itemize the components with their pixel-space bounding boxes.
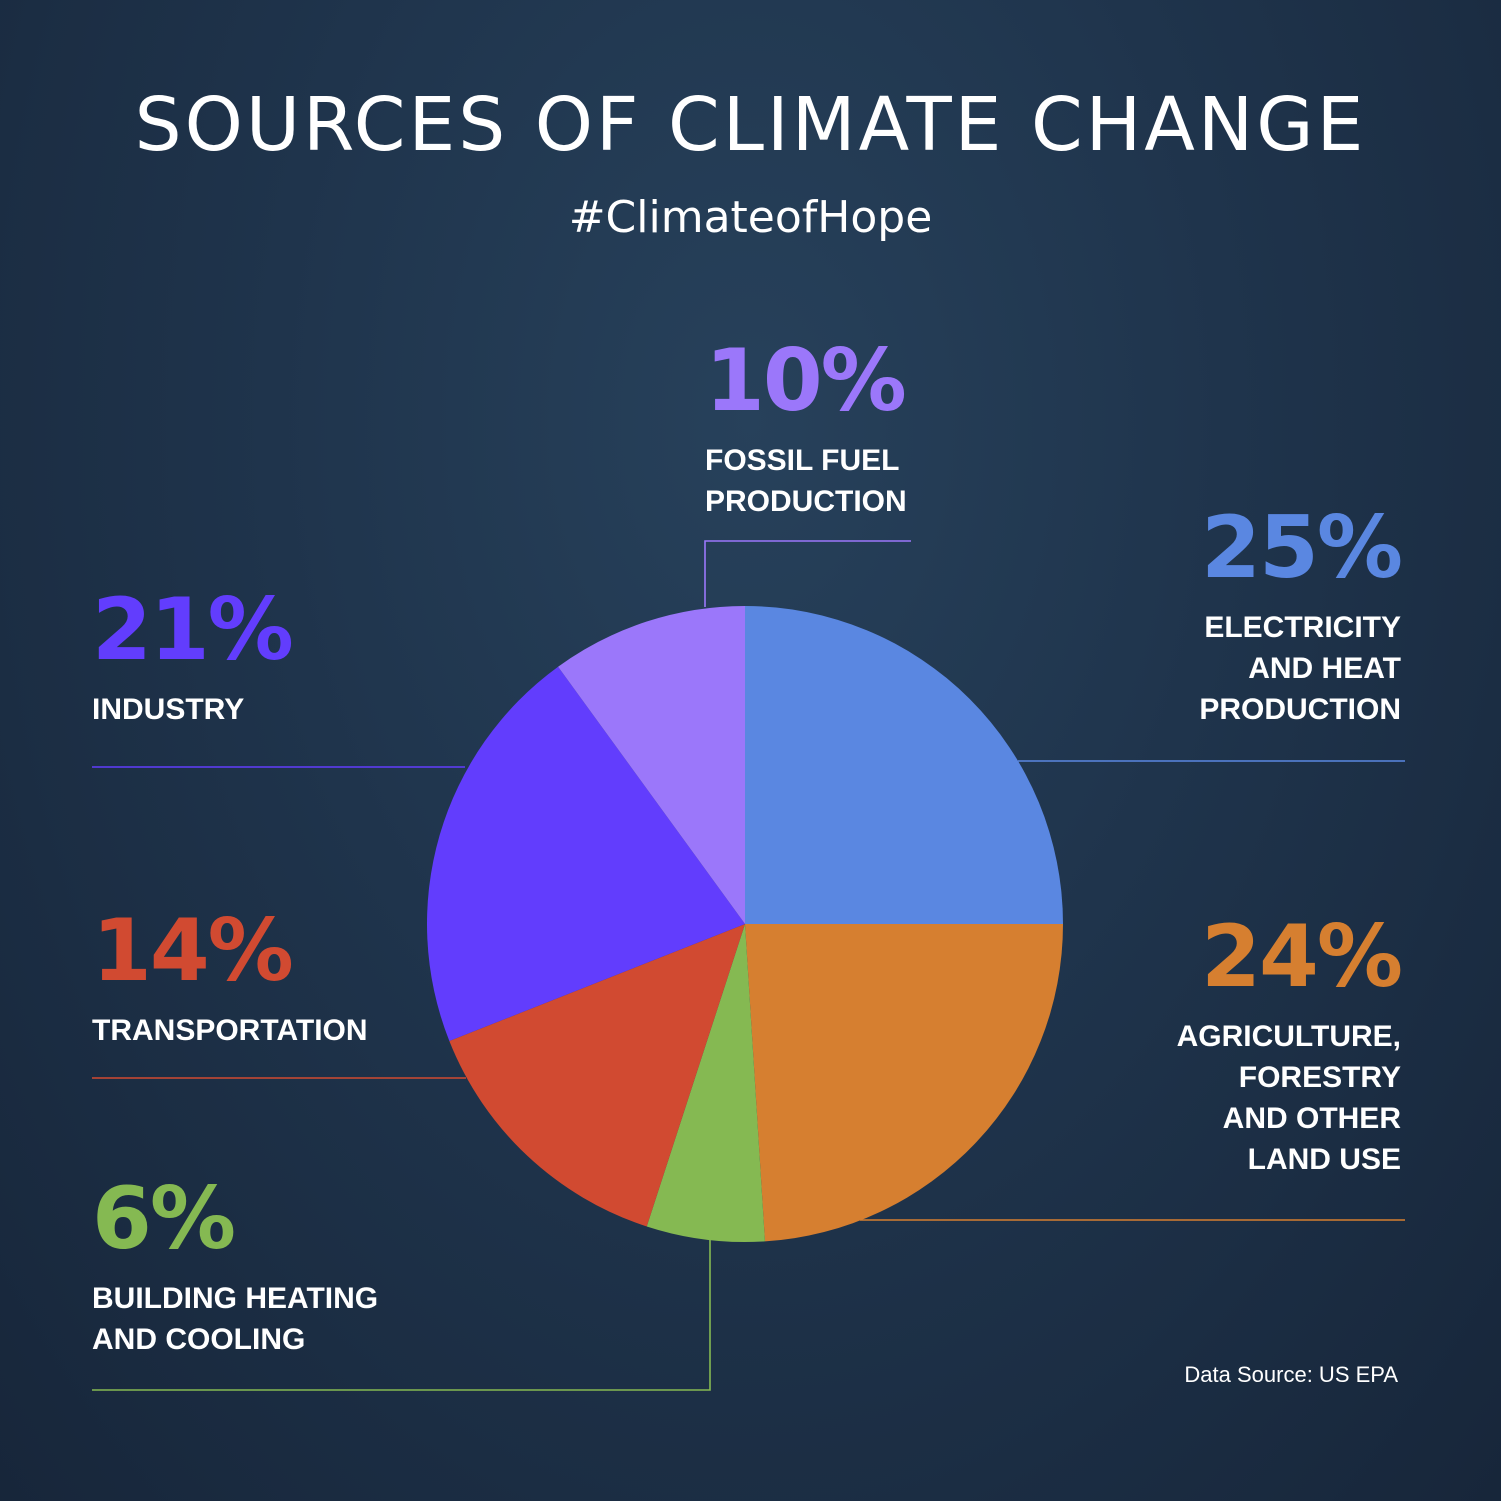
pct-transportation: 14% xyxy=(92,901,294,1001)
pie-slice-electricity-and-heat-production xyxy=(745,606,1063,924)
pct-fossil-fuel: 10% xyxy=(705,331,907,431)
label-industry: 21% INDUSTRY xyxy=(92,580,294,730)
text-fossil-fuel: FOSSIL FUEL PRODUCTION xyxy=(705,444,907,518)
label-transportation: 14% TRANSPORTATION xyxy=(92,908,368,1051)
hashtag-subtitle: #ClimateofHope xyxy=(568,192,933,243)
pie-slices xyxy=(426,606,1063,1242)
label-building: 6% BUILDING HEATING AND COOLING xyxy=(92,1176,378,1360)
leader-building xyxy=(92,1240,711,1391)
leader-lines xyxy=(92,540,1405,1391)
label-agriculture: 24% AGRICULTURE, FORESTRY AND OTHER LAND… xyxy=(1176,907,1403,1180)
text-industry: INDUSTRY xyxy=(92,693,245,726)
data-source: Data Source: US EPA xyxy=(1184,1362,1398,1387)
pie-slice-building-heating-and-cooling xyxy=(646,924,765,1242)
pie-slice-transportation xyxy=(449,924,745,1227)
leader-fossil-fuel xyxy=(704,540,911,607)
text-building: BUILDING HEATING AND COOLING xyxy=(92,1282,379,1356)
pie-slice-agriculture-forestry-and-other-land-use xyxy=(745,924,1063,1242)
pct-agriculture: 24% xyxy=(1201,907,1403,1007)
pct-electricity: 25% xyxy=(1201,498,1403,598)
pct-building: 6% xyxy=(92,1169,236,1269)
text-transportation: TRANSPORTATION xyxy=(92,1014,368,1047)
text-electricity: ELECTRICITY AND HEAT PRODUCTION xyxy=(1199,611,1401,726)
text-agriculture: AGRICULTURE, FORESTRY AND OTHER LAND USE xyxy=(1176,1020,1401,1176)
label-fossil-fuel: 10% FOSSIL FUEL PRODUCTION xyxy=(705,338,907,522)
pie-slice-fossil-fuel-production xyxy=(558,606,745,924)
label-electricity: 25% ELECTRICITY AND HEAT PRODUCTION xyxy=(1199,498,1403,730)
pie-slice-industry xyxy=(426,666,745,1042)
pct-industry: 21% xyxy=(92,580,294,680)
chart-title: SOURCES OF CLIMATE CHANGE xyxy=(134,82,1367,168)
